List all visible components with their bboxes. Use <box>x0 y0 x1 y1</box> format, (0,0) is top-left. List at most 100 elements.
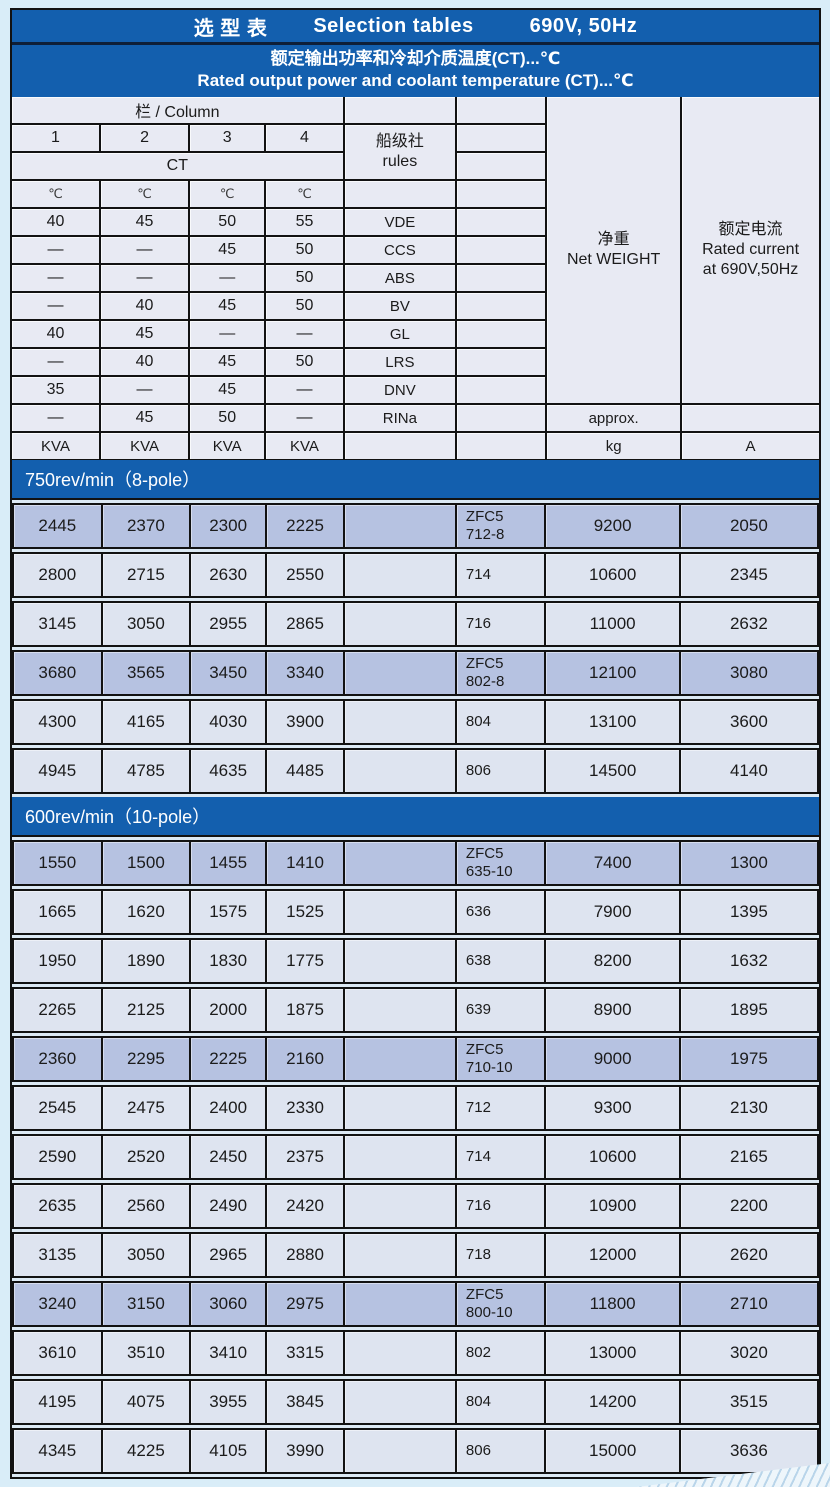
cell-temp: 40 <box>101 293 189 320</box>
model-cell: 716 <box>456 603 545 646</box>
model-line: 806 <box>465 1442 491 1460</box>
kva-cell: 1525 <box>267 891 343 934</box>
cell-temp: 45 <box>101 405 189 432</box>
cell-temp: — <box>190 321 265 348</box>
cell-temp: 40 <box>101 349 189 376</box>
kva-cell: 4345 <box>14 1430 101 1473</box>
current-cell: 2165 <box>680 1136 817 1179</box>
cell-empty <box>457 349 546 376</box>
kva-cell: 2445 <box>14 505 101 548</box>
kva-cell: 3610 <box>14 1332 101 1375</box>
kva-cell: 3145 <box>14 603 101 646</box>
model-line: ZFC5 <box>465 655 504 673</box>
kva-cell: 3315 <box>267 1332 343 1375</box>
subtitle-cn: 额定输出功率和冷却介质温度(CT)...℃ <box>270 49 561 68</box>
current-cell: 2050 <box>680 505 817 548</box>
cell-column-2: 2 <box>101 125 189 152</box>
kva-cell: 3990 <box>267 1430 343 1473</box>
cell-empty <box>344 181 456 208</box>
kva-cell: 2370 <box>102 505 190 548</box>
cell-temp: 45 <box>101 321 189 348</box>
kva-cell: 1575 <box>191 891 266 934</box>
kva-cell: 2590 <box>14 1136 101 1179</box>
kva-cell: 1500 <box>102 842 190 885</box>
cell-kva: KVA <box>266 433 343 460</box>
table-row: 1950 1890 1830 1775 638 8200 1632 <box>12 938 819 985</box>
cell-column-label: 栏 / Column <box>12 97 343 124</box>
rated-current-en2: at 690V,50Hz <box>702 261 799 279</box>
cell-temp: — <box>266 377 343 404</box>
current-cell: 3636 <box>680 1430 817 1473</box>
rules-spacer-cell <box>344 989 455 1032</box>
rules-spacer-cell <box>344 701 455 744</box>
cell-empty <box>457 405 546 432</box>
cell-temp: 45 <box>190 349 265 376</box>
cell-temp: 50 <box>190 209 265 236</box>
cell-empty <box>457 265 546 292</box>
model-cell: 718 <box>456 1234 545 1277</box>
kva-cell: 2975 <box>267 1283 343 1326</box>
cell-unit-celsius: ℃ <box>266 181 343 208</box>
rules-spacer-cell <box>344 1332 455 1375</box>
cell-temp: — <box>12 293 100 320</box>
kva-cell: 2865 <box>267 603 343 646</box>
kva-cell: 3340 <box>267 652 343 695</box>
cell-temp: 50 <box>266 293 343 320</box>
current-cell: 1975 <box>680 1038 817 1081</box>
current-cell: 2345 <box>680 554 817 597</box>
model-line: 636 <box>465 903 491 921</box>
cell-empty <box>457 293 546 320</box>
header-grid: 栏 / Column 净重 Net WEIGHT 额定电流 Rated curr… <box>12 97 819 461</box>
model-cell: 714 <box>456 1136 545 1179</box>
kva-cell: 2295 <box>102 1038 190 1081</box>
kva-cell: 1950 <box>14 940 101 983</box>
rules-spacer-cell <box>344 505 455 548</box>
cell-temp: — <box>12 265 100 292</box>
rules-spacer-cell <box>344 554 455 597</box>
cell-empty <box>344 433 456 460</box>
rules-spacer-cell <box>344 603 455 646</box>
cell-kva: KVA <box>190 433 265 460</box>
table-row: 4195 4075 3955 3845 804 14200 3515 <box>12 1379 819 1426</box>
model-line: 635-10 <box>465 863 513 881</box>
kva-cell: 4030 <box>191 701 266 744</box>
kva-cell: 1550 <box>14 842 101 885</box>
model-line: ZFC5 <box>465 1286 504 1304</box>
kva-cell: 2450 <box>191 1136 266 1179</box>
cell-kva: KVA <box>12 433 100 460</box>
table-row: 2800 2715 2630 2550 714 10600 2345 <box>12 552 819 599</box>
cell-ampere: A <box>682 433 819 460</box>
cell-unit-celsius: ℃ <box>101 181 189 208</box>
cell-rated-current-header: 额定电流 Rated current at 690V,50Hz <box>682 97 819 404</box>
table-row: 2445 2370 2300 2225 ZFC5 712-8 9200 2050 <box>12 503 819 550</box>
title-cn: 选 型 表 <box>193 17 268 40</box>
current-cell: 2620 <box>680 1234 817 1277</box>
rules-spacer-cell <box>344 1381 455 1424</box>
table-row: 4345 4225 4105 3990 806 15000 3636 <box>12 1428 819 1475</box>
cell-empty <box>344 97 456 124</box>
model-cell: 639 <box>456 989 545 1032</box>
current-cell: 2710 <box>680 1283 817 1326</box>
kva-cell: 2965 <box>191 1234 266 1277</box>
kva-cell: 2300 <box>191 505 266 548</box>
kva-cell: 4165 <box>102 701 190 744</box>
model-line: 804 <box>465 713 491 731</box>
model-line: 712 <box>465 1099 491 1117</box>
title-spec: 690V, 50Hz <box>529 14 638 37</box>
rules-spacer-cell <box>344 652 455 695</box>
model-line: 716 <box>465 615 491 633</box>
model-cell: ZFC5 800-10 <box>456 1283 545 1326</box>
model-cell: ZFC5 635-10 <box>456 842 545 885</box>
weight-cell: 10600 <box>546 554 679 597</box>
title-en: Selection tables <box>313 14 474 37</box>
kva-cell: 3845 <box>267 1381 343 1424</box>
cell-temp: 50 <box>190 405 265 432</box>
cell-temp: — <box>101 237 189 264</box>
rated-current-cn: 额定电流 <box>718 221 783 239</box>
kva-cell: 2955 <box>191 603 266 646</box>
cell-kg: kg <box>547 433 681 460</box>
kva-cell: 2715 <box>102 554 190 597</box>
subtitle-bar: 额定输出功率和冷却介质温度(CT)...℃ Rated output power… <box>12 45 819 98</box>
kva-cell: 2490 <box>191 1185 266 1228</box>
